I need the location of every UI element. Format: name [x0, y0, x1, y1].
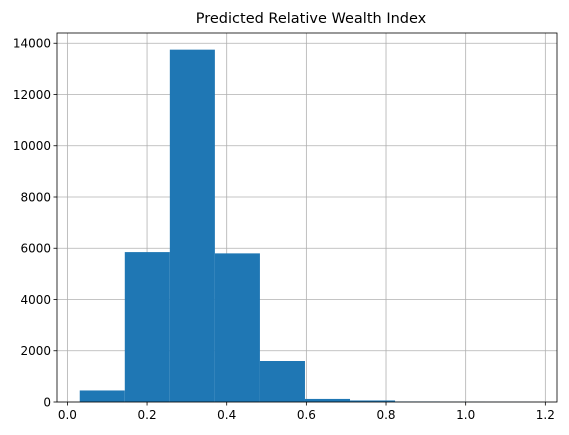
- x-tick-label: 1.0: [456, 408, 475, 422]
- y-tick-label: 8000: [20, 190, 51, 204]
- axes: [56, 32, 558, 403]
- y-tick-label: 4000: [20, 293, 51, 307]
- histogram-bar: [124, 252, 170, 402]
- x-axis-ticks: 0.0 0.2 0.4 0.6 0.8 1.0 1.2: [58, 402, 555, 422]
- histogram-bar: [350, 400, 396, 402]
- histogram-bar: [259, 361, 305, 402]
- y-axis-ticks: 0 2000 4000 6000 8000 10000 12000 14000: [13, 37, 57, 409]
- y-tick-label: 2000: [20, 344, 51, 358]
- x-tick-label: 0.0: [58, 408, 77, 422]
- histogram-bar: [214, 253, 260, 402]
- x-tick-label: 0.4: [217, 408, 236, 422]
- y-tick-label: 0: [43, 395, 51, 409]
- y-tick-label: 6000: [20, 242, 51, 256]
- plot-frame: [56, 32, 558, 403]
- x-tick-label: 0.8: [376, 408, 395, 422]
- x-tick-label: 0.2: [138, 408, 157, 422]
- histogram-bar: [169, 49, 215, 402]
- x-tick-label: 1.2: [536, 408, 555, 422]
- y-tick-label: 10000: [13, 139, 51, 153]
- chart-title: Predicted Relative Wealth Index: [196, 11, 427, 27]
- histogram-bar: [304, 398, 351, 402]
- y-tick-label: 12000: [13, 88, 51, 102]
- histogram-bar: [79, 390, 125, 402]
- histogram-bars: [79, 49, 531, 402]
- y-tick-label: 14000: [13, 37, 51, 51]
- x-tick-label: 0.6: [297, 408, 316, 422]
